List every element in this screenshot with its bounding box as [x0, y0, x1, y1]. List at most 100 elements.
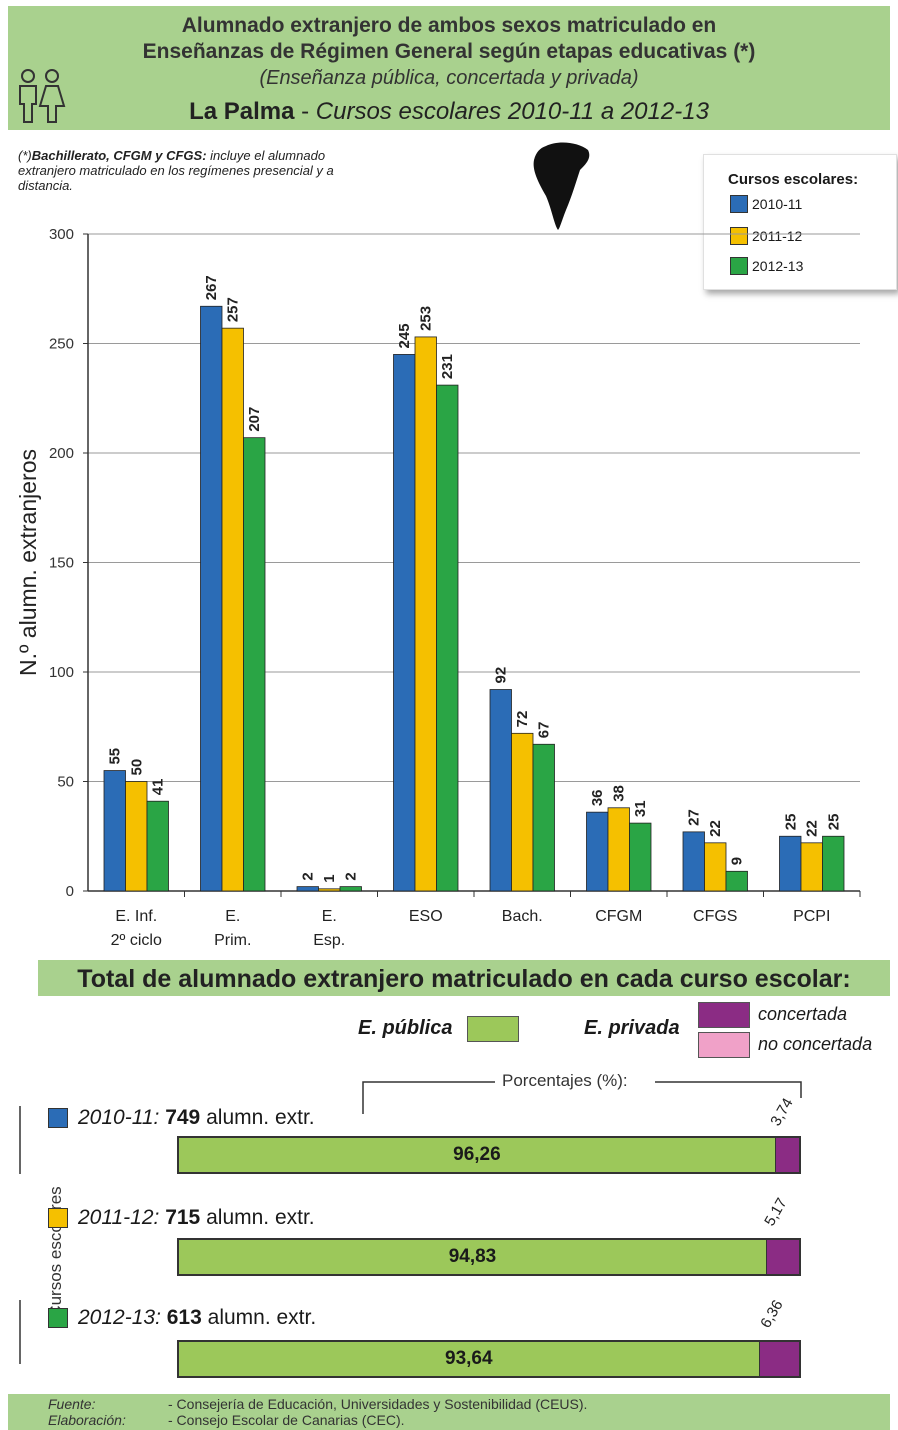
- bar-2011-12: [415, 337, 437, 891]
- x-tick-label: Prim.: [214, 932, 251, 949]
- bar-2011-12: [801, 843, 823, 891]
- totals-title: Total de alumnado extranjero matriculado…: [38, 960, 890, 996]
- x-tick-label: E.: [225, 908, 240, 925]
- x-tick-label: Esp.: [313, 932, 345, 949]
- elaboracion-value: - Consejo Escolar de Canarias (CEC).: [168, 1412, 405, 1428]
- data-label: 267: [203, 275, 220, 300]
- x-tick-label: E. Inf.: [115, 908, 157, 925]
- fuente-value: - Consejería de Educación, Universidades…: [168, 1396, 587, 1412]
- year-count: 749: [165, 1106, 200, 1130]
- publica-segment: 94,83: [179, 1240, 767, 1274]
- privada-pct-label: 5,17: [761, 1195, 790, 1229]
- side-bracket: [10, 1104, 40, 1366]
- no-concertada-swatch: [698, 1032, 750, 1058]
- bar-2010-11: [490, 690, 512, 891]
- no-concertada-label: no concertada: [758, 1034, 872, 1055]
- legend-title: Cursos escolares:: [728, 171, 858, 188]
- data-label: 67: [536, 722, 553, 739]
- data-label: 92: [493, 667, 510, 684]
- concertada-segment: [776, 1138, 799, 1172]
- y-tick-label: 150: [49, 555, 74, 572]
- data-label: 245: [396, 323, 413, 348]
- place-name: La Palma: [189, 98, 294, 125]
- x-tick-label: CFGM: [595, 908, 642, 925]
- stacked-bar-2011-12: 94,83: [177, 1238, 801, 1276]
- x-tick-label: CFGS: [693, 908, 737, 925]
- y-axis-label: N.º alumn. extranjeros: [15, 449, 41, 676]
- data-label: 72: [514, 711, 531, 728]
- total-row-2012-13: 2012-13: 613 alumn. extr.: [48, 1306, 316, 1330]
- publica-segment: 93,64: [179, 1342, 760, 1376]
- data-label: 257: [225, 297, 242, 322]
- data-label: 253: [418, 306, 435, 331]
- data-label: 22: [707, 820, 724, 837]
- bar-2012-13: [147, 801, 169, 891]
- note-marker: (*): [18, 148, 32, 163]
- bar-2012-13: [244, 438, 266, 891]
- porcentajes-label: Porcentajes (%):: [502, 1071, 628, 1091]
- side-label: Cursos escolares: [46, 1182, 66, 1322]
- year-label: 2010-11:: [78, 1106, 159, 1130]
- year-unit: alumn. extr.: [208, 1306, 317, 1330]
- place-separator: -: [294, 98, 315, 125]
- bar-2010-11: [587, 812, 609, 891]
- bar-2011-12: [705, 843, 727, 891]
- x-tick-label: PCPI: [793, 908, 830, 925]
- total-row-2011-12: 2011-12: 715 alumn. extr.: [48, 1206, 315, 1230]
- bar-2010-11: [683, 832, 705, 891]
- title-line-1: Alumnado extranjero de ambos sexos matri…: [8, 14, 890, 38]
- bar-2012-13: [823, 836, 845, 891]
- data-label: 9: [729, 857, 746, 865]
- data-label: 207: [246, 407, 263, 432]
- bar-2012-13: [630, 823, 652, 891]
- place-period: La Palma - Cursos escolares 2010-11 a 20…: [8, 98, 890, 126]
- bar-2011-12: [126, 782, 148, 892]
- x-tick-label: E.: [322, 908, 337, 925]
- y-tick-label: 50: [57, 774, 74, 791]
- data-label: 25: [825, 814, 842, 831]
- y-tick-label: 200: [49, 445, 74, 462]
- source-footer: Fuente: - Consejería de Educación, Unive…: [8, 1394, 890, 1430]
- year-unit: alumn. extr.: [206, 1106, 315, 1130]
- note-bold: Bachillerato, CFGM y CFGS:: [32, 148, 207, 163]
- data-label: 2: [300, 872, 317, 880]
- bar-2011-12: [608, 808, 630, 891]
- data-label: 41: [150, 779, 167, 796]
- period-text: Cursos escolares 2010-11 a 2012-13: [316, 98, 709, 125]
- data-label: 55: [107, 748, 124, 765]
- bar-2010-11: [201, 306, 223, 891]
- title-line-2: Enseñanzas de Régimen General según etap…: [8, 40, 890, 64]
- x-tick-label: ESO: [409, 908, 443, 925]
- header-band: Alumnado extranjero de ambos sexos matri…: [8, 6, 890, 130]
- year-label: 2011-12:: [78, 1206, 159, 1230]
- data-label: 25: [782, 814, 799, 831]
- data-label: 1: [321, 874, 338, 882]
- data-label: 31: [632, 800, 649, 817]
- year-swatch-yellow: [48, 1208, 68, 1228]
- publica-swatch: [467, 1016, 519, 1042]
- stacked-bar-2010-11: 96,26: [177, 1136, 801, 1174]
- bar-2010-11: [104, 771, 126, 891]
- total-row-2010-11: 2010-11: 749 alumn. extr.: [48, 1106, 315, 1130]
- year-swatch-blue: [48, 1108, 68, 1128]
- bar-2012-13: [533, 744, 555, 891]
- bar-2012-13: [340, 887, 362, 891]
- bar-2012-13: [726, 871, 748, 891]
- year-unit: alumn. extr.: [206, 1206, 315, 1230]
- concertada-segment: [760, 1342, 799, 1376]
- y-tick-label: 250: [49, 336, 74, 353]
- data-label: 22: [804, 820, 821, 837]
- data-label: 38: [611, 785, 628, 802]
- concertada-label: concertada: [758, 1004, 847, 1025]
- publica-label: E. pública: [358, 1017, 452, 1040]
- subtitle: (Enseñanza pública, concertada y privada…: [8, 67, 890, 90]
- data-label: 50: [128, 759, 145, 776]
- concertada-swatch: [698, 1002, 750, 1028]
- bar-2011-12: [319, 889, 341, 891]
- year-count: 613: [167, 1306, 202, 1330]
- x-tick-label: 2º ciclo: [111, 932, 162, 949]
- students-icon: [10, 66, 70, 126]
- data-label: 36: [589, 789, 606, 806]
- fuente-key: Fuente:: [48, 1396, 95, 1412]
